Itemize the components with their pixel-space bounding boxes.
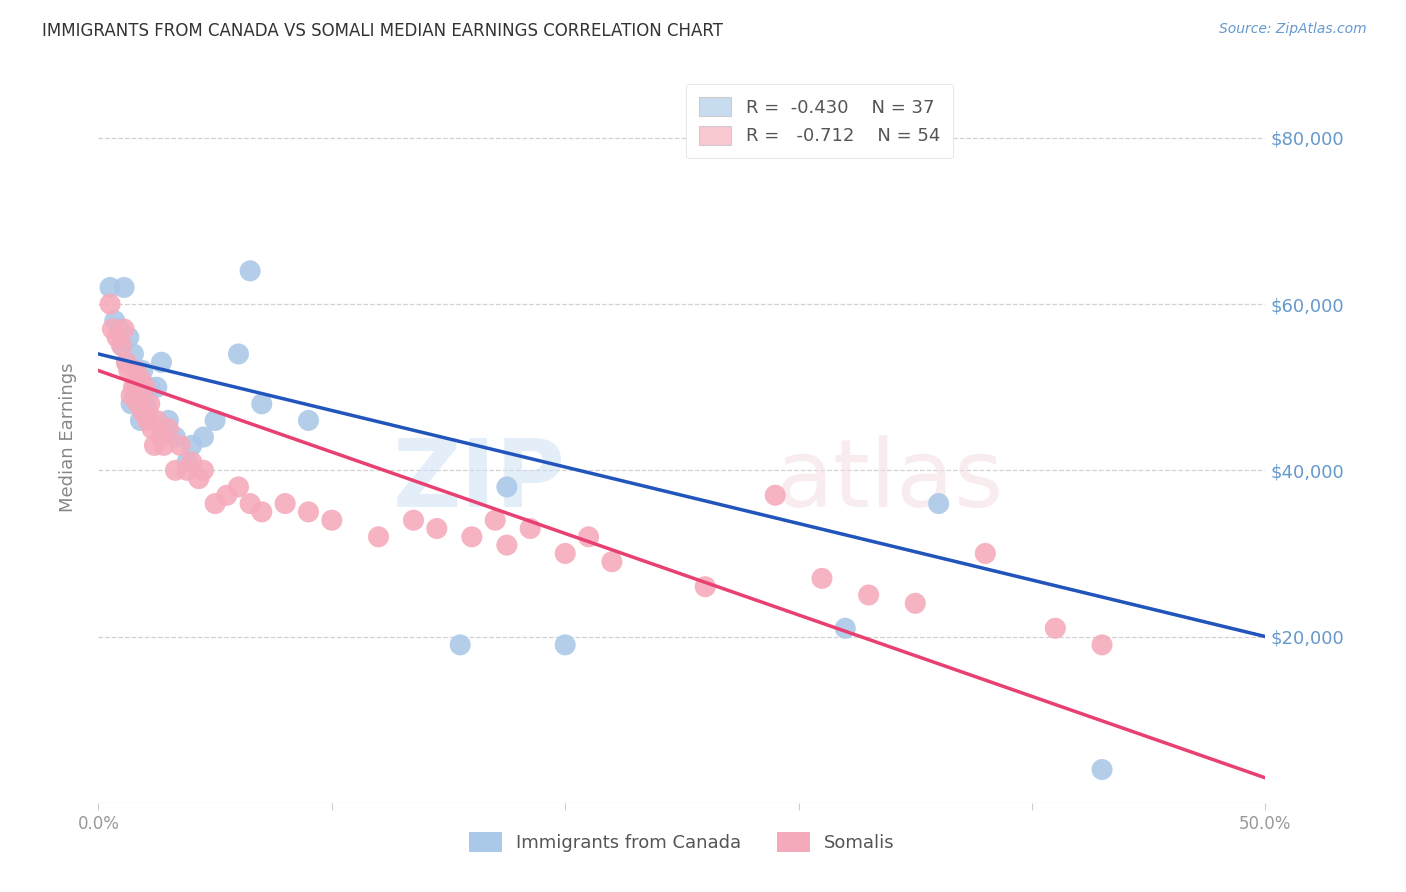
Point [193, 430, 215, 444]
Point [132, 405, 155, 419]
Point [1091, 638, 1114, 652]
Point [112, 280, 135, 294]
Point [115, 355, 138, 369]
Point [150, 430, 173, 444]
Point [928, 497, 950, 511]
Point [134, 397, 156, 411]
Point [228, 347, 250, 361]
Point [519, 521, 541, 535]
Point [250, 397, 273, 411]
Point [104, 314, 127, 328]
Text: ZIP: ZIP [392, 435, 565, 527]
Point [105, 330, 128, 344]
Point [449, 638, 471, 652]
Point [122, 380, 145, 394]
Point [274, 497, 297, 511]
Point [554, 546, 576, 560]
Point [132, 363, 155, 377]
Point [127, 397, 149, 411]
Point [496, 480, 519, 494]
Point [111, 338, 134, 352]
Point [118, 363, 141, 377]
Point [127, 397, 149, 411]
Point [176, 455, 198, 469]
Point [146, 413, 169, 427]
Point [139, 380, 162, 394]
Point [150, 355, 173, 369]
Point [136, 405, 159, 419]
Point [122, 347, 145, 361]
Point [129, 372, 152, 386]
Text: atlas: atlas [775, 435, 1004, 527]
Text: Source: ZipAtlas.com: Source: ZipAtlas.com [1219, 22, 1367, 37]
Point [120, 397, 142, 411]
Point [118, 330, 141, 344]
Point [136, 413, 159, 427]
Point [1091, 763, 1114, 777]
Point [239, 264, 262, 278]
Point [98, 297, 121, 311]
Point [695, 580, 717, 594]
Point [98, 280, 121, 294]
Point [484, 513, 506, 527]
Point [974, 546, 997, 560]
Point [215, 488, 238, 502]
Point [146, 380, 169, 394]
Point [129, 413, 152, 427]
Point [904, 596, 927, 610]
Point [157, 422, 180, 436]
Point [600, 555, 623, 569]
Point [143, 438, 166, 452]
Point [297, 413, 319, 427]
Point [204, 497, 226, 511]
Point [402, 513, 425, 527]
Point [157, 413, 180, 427]
Point [1045, 621, 1067, 635]
Legend: Immigrants from Canada, Somalis: Immigrants from Canada, Somalis [461, 825, 903, 860]
Point [578, 530, 600, 544]
Point [141, 422, 163, 436]
Point [152, 438, 174, 452]
Point [165, 463, 187, 477]
Point [858, 588, 880, 602]
Point [120, 388, 142, 402]
Y-axis label: Median Earnings: Median Earnings [59, 362, 77, 512]
Point [111, 338, 134, 352]
Point [134, 380, 156, 394]
Point [169, 438, 191, 452]
Point [554, 638, 576, 652]
Point [461, 530, 484, 544]
Point [125, 380, 148, 394]
Point [811, 571, 834, 585]
Point [763, 488, 786, 502]
Point [496, 538, 519, 552]
Point [112, 322, 135, 336]
Point [115, 355, 138, 369]
Point [180, 438, 202, 452]
Text: IMMIGRANTS FROM CANADA VS SOMALI MEDIAN EARNINGS CORRELATION CHART: IMMIGRANTS FROM CANADA VS SOMALI MEDIAN … [42, 22, 723, 40]
Point [176, 463, 198, 477]
Point [426, 521, 449, 535]
Point [101, 322, 124, 336]
Point [139, 397, 162, 411]
Point [228, 480, 250, 494]
Point [180, 455, 202, 469]
Point [193, 463, 215, 477]
Point [297, 505, 319, 519]
Point [239, 497, 262, 511]
Point [321, 513, 343, 527]
Point [125, 363, 148, 377]
Point [834, 621, 856, 635]
Point [165, 430, 187, 444]
Point [250, 505, 273, 519]
Point [367, 530, 389, 544]
Point [204, 413, 226, 427]
Point [108, 322, 131, 336]
Point [187, 472, 209, 486]
